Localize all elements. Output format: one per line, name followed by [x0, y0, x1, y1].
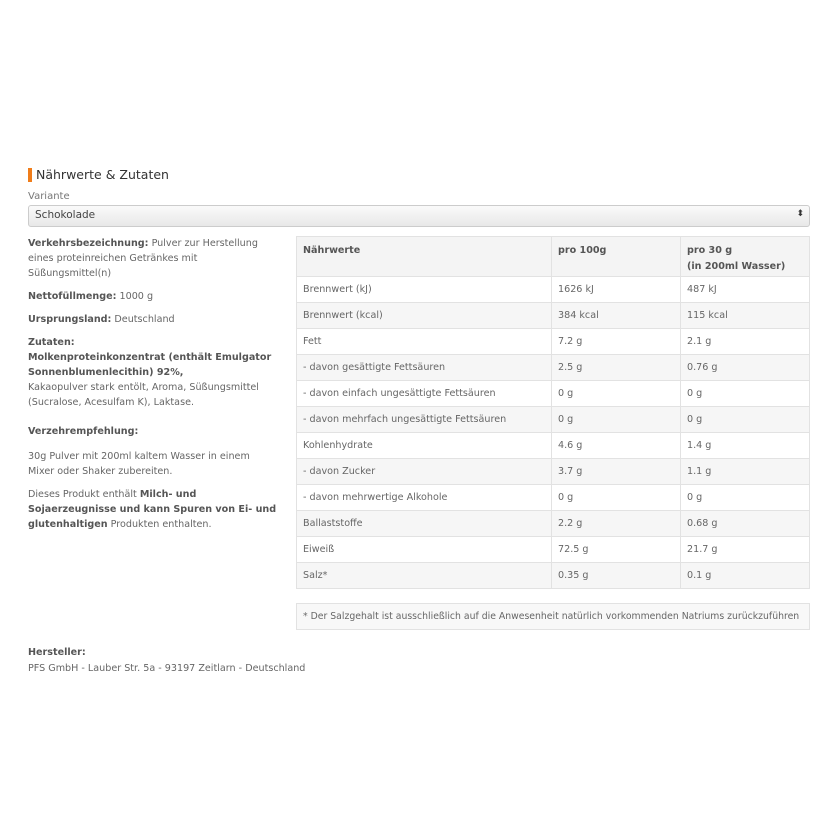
ursprung-text: Deutschland	[111, 314, 175, 325]
value-per-100g: 0 g	[551, 484, 681, 511]
nutrient-name: Kohlenhydrate	[296, 432, 552, 459]
allergen-pre: Dieses Produkt enthält	[28, 489, 140, 500]
header-naehrwerte: Nährwerte	[296, 236, 552, 277]
table-row: Eiweiß 72.5 g 21.7 g	[296, 536, 810, 563]
table-row: Brennwert (kcal) 384 kcal 115 kcal	[296, 302, 810, 329]
verzehr-label: Verzehrempfehlung:	[28, 426, 139, 437]
value-per-100g: 72.5 g	[551, 536, 681, 563]
nutrient-name: - davon Zucker	[296, 458, 552, 485]
allergen-bold: Milch- und Sojaerzeugnisse und kann Spur…	[28, 489, 277, 530]
table-row: Ballaststoffe 2.2 g 0.68 g	[296, 510, 810, 537]
ursprung-label: Ursprungsland:	[28, 314, 112, 325]
nutrient-name: - davon einfach ungesättigte Fettsäuren	[296, 380, 552, 407]
nutrient-name: - davon mehrfach ungesättigte Fettsäuren	[296, 406, 552, 433]
nutrient-name: - davon gesättigte Fettsäuren	[296, 354, 552, 381]
header-pro-30g: pro 30 g (in 200ml Wasser)	[680, 236, 810, 277]
select-arrows-icon: ⬍	[796, 209, 804, 219]
allergen-post: Produkten enthalten.	[107, 519, 212, 530]
product-info: Verkehrsbezeichnung: Pulver zur Herstell…	[28, 236, 278, 540]
value-per-30g: 1.4 g	[680, 432, 810, 459]
table-row: Kohlenhydrate 4.6 g 1.4 g	[296, 432, 810, 459]
manufacturer-label: Hersteller:	[28, 647, 86, 658]
value-per-30g: 2.1 g	[680, 328, 810, 355]
nutrition-table: Nährwerte pro 100g pro 30 g (in 200ml Was…	[296, 236, 810, 589]
value-per-30g: 0 g	[680, 380, 810, 407]
section-title: Nährwerte & Zutaten	[28, 168, 169, 182]
table-row: Fett 7.2 g 2.1 g	[296, 328, 810, 355]
table-row: Brennwert (kJ) 1626 kJ 487 kJ	[296, 276, 810, 303]
value-per-100g: 3.7 g	[551, 458, 681, 485]
value-per-100g: 7.2 g	[551, 328, 681, 355]
value-per-30g: 0.76 g	[680, 354, 810, 381]
nutrient-name: Ballaststoffe	[296, 510, 552, 537]
netto-text: 1000 g	[116, 291, 154, 302]
value-per-30g: 0 g	[680, 484, 810, 511]
nutrient-name: Eiweiß	[296, 536, 552, 563]
table-row: - davon mehrfach ungesättigte Fettsäuren…	[296, 406, 810, 433]
nutrient-name: - davon mehrwertige Alkohole	[296, 484, 552, 511]
table-row: - davon gesättigte Fettsäuren 2.5 g 0.76 g	[296, 354, 810, 381]
value-per-100g: 0 g	[551, 380, 681, 407]
value-per-30g: 0.68 g	[680, 510, 810, 537]
zutaten-label: Zutaten:	[28, 337, 75, 348]
nutrient-name: Brennwert (kcal)	[296, 302, 552, 329]
value-per-100g: 384 kcal	[551, 302, 681, 329]
table-row: - davon Zucker 3.7 g 1.1 g	[296, 458, 810, 485]
variant-select[interactable]: Schokolade ⬍	[28, 205, 810, 227]
zutaten-bold: Molkenproteinkonzentrat (enthält Emulgat…	[28, 352, 272, 378]
nutrient-name: Salz*	[296, 562, 552, 589]
value-per-100g: 1626 kJ	[551, 276, 681, 303]
value-per-30g: 487 kJ	[680, 276, 810, 303]
value-per-100g: 0.35 g	[551, 562, 681, 589]
variant-selected: Schokolade	[35, 209, 96, 221]
verkehr-label: Verkehrsbezeichnung:	[28, 238, 149, 249]
value-per-30g: 0 g	[680, 406, 810, 433]
nutrient-name: Fett	[296, 328, 552, 355]
value-per-30g: 1.1 g	[680, 458, 810, 485]
verzehr-text: 30g Pulver mit 200ml kaltem Wasser in ei…	[28, 451, 250, 477]
value-per-100g: 2.5 g	[551, 354, 681, 381]
value-per-30g: 0.1 g	[680, 562, 810, 589]
value-per-100g: 0 g	[551, 406, 681, 433]
variant-label: Variante	[28, 191, 70, 202]
netto-label: Nettofüllmenge:	[28, 291, 117, 302]
manufacturer-text: PFS GmbH - Lauber Str. 5a - 93197 Zeitla…	[28, 663, 306, 674]
value-per-30g: 115 kcal	[680, 302, 810, 329]
zutaten-text: Kakaopulver stark entölt, Aroma, Süßungs…	[28, 382, 259, 408]
table-row: Salz* 0.35 g 0.1 g	[296, 562, 810, 589]
verkehr-text: Pulver zur Herstellung eines proteinreic…	[28, 238, 258, 279]
table-row: - davon einfach ungesättigte Fettsäuren 0…	[296, 380, 810, 407]
value-per-100g: 4.6 g	[551, 432, 681, 459]
header-pro-100g: pro 100g	[551, 236, 681, 277]
manufacturer: Hersteller: PFS GmbH - Lauber Str. 5a - …	[28, 645, 305, 677]
value-per-100g: 2.2 g	[551, 510, 681, 537]
salt-footnote: * Der Salzgehalt ist ausschließlich auf …	[296, 603, 810, 630]
value-per-30g: 21.7 g	[680, 536, 810, 563]
nutrient-name: Brennwert (kJ)	[296, 276, 552, 303]
